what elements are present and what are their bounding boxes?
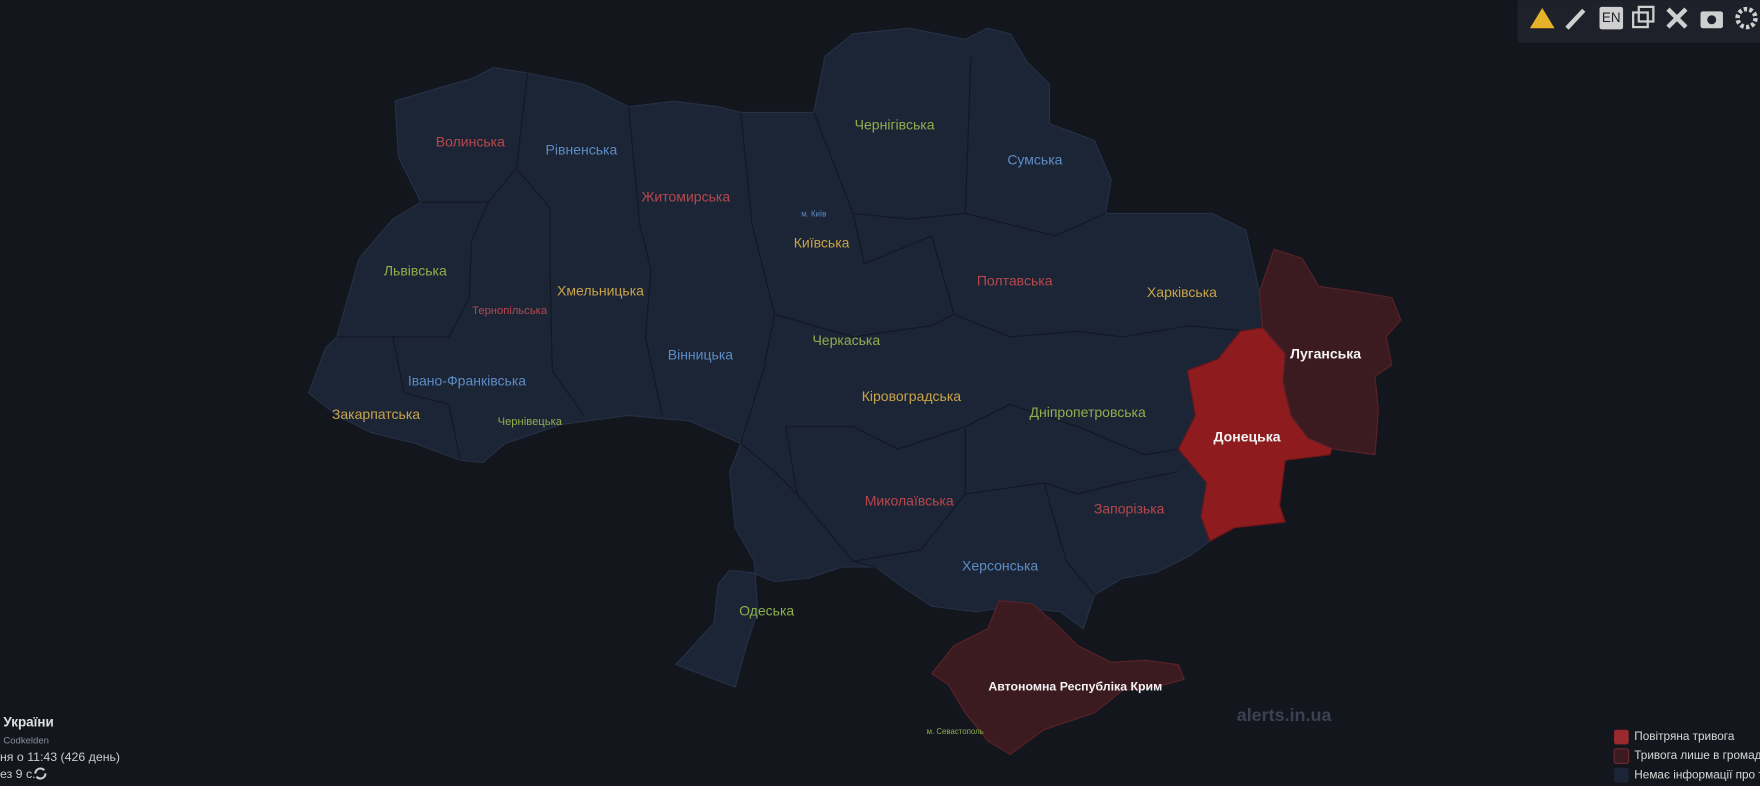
region-borders <box>336 56 1246 596</box>
region-label[interactable]: Львівська <box>384 262 447 278</box>
footer-started: ня о 11:43 (426 день) <box>0 750 120 764</box>
city-label[interactable]: м. Севастополь <box>927 727 984 736</box>
alerts-button[interactable] <box>1529 8 1555 29</box>
legend-swatch <box>1614 767 1629 783</box>
region-label[interactable]: Закарпатська <box>332 406 420 422</box>
region-label[interactable]: Черкаська <box>812 332 880 348</box>
region-label[interactable]: Харківська <box>1147 284 1217 300</box>
language-button[interactable] <box>1599 6 1624 30</box>
region-luhanska <box>1258 248 1402 456</box>
region-label[interactable]: Миколаївська <box>865 493 954 509</box>
region-label[interactable]: Кіровоградська <box>862 388 962 404</box>
region-label[interactable]: Дніпропетровська <box>1030 404 1146 420</box>
legend-swatch <box>1613 748 1630 764</box>
region-label[interactable]: Запорізька <box>1094 500 1165 516</box>
region-label[interactable]: Вінницька <box>668 347 734 363</box>
region-labels: Волинська Рівненська Житомирська Чернігі… <box>332 117 1361 736</box>
region-label[interactable]: Луганська <box>1290 346 1361 362</box>
region-label[interactable]: Полтавська <box>977 273 1053 289</box>
region-crimea <box>930 600 1185 756</box>
region-label[interactable]: Хмельницька <box>557 283 644 299</box>
region-label[interactable]: Рівненська <box>546 141 618 157</box>
footer: України Codkelden ня о 11:43 (426 день) … <box>0 715 120 781</box>
windows-button[interactable] <box>1632 11 1649 29</box>
footer-refresh: ез 9 с. <box>0 767 36 781</box>
footer-title: України <box>3 715 53 730</box>
region-label[interactable]: Автономна Республіка Крим <box>988 679 1162 693</box>
refresh-button[interactable] <box>34 767 47 780</box>
legend-label: Повітряна тривога <box>1634 730 1735 743</box>
region-label[interactable]: Чернігівська <box>855 117 935 133</box>
legend-label: Тривога лише в громад <box>1634 749 1760 762</box>
settings-button[interactable] <box>1735 6 1758 30</box>
footer-author[interactable]: Codkelden <box>3 735 49 746</box>
watermark: alerts.in.ua <box>1237 705 1333 725</box>
legend-swatch <box>1614 729 1629 745</box>
region-label[interactable]: Сумська <box>1007 151 1062 167</box>
camera-lens <box>1707 15 1717 25</box>
fullscreen-button[interactable] <box>1666 7 1688 29</box>
region-label[interactable]: Одеська <box>739 603 794 619</box>
region-label[interactable]: Херсонська <box>962 558 1038 574</box>
edit-button[interactable] <box>1565 8 1586 30</box>
region-label[interactable]: Київська <box>794 234 850 250</box>
legend-label: Немає інформації про т <box>1634 768 1760 781</box>
legend: Повітряна тривога Тривога лише в громад … <box>1613 729 1760 783</box>
language-label[interactable]: EN <box>1602 10 1621 25</box>
region-label[interactable]: Житомирська <box>641 188 730 204</box>
region-label[interactable]: Тернопільська <box>472 305 548 317</box>
region-label[interactable]: Волинська <box>436 133 505 149</box>
region-label[interactable]: Івано-Франківська <box>408 372 526 388</box>
city-label[interactable]: м. Київ <box>801 210 826 219</box>
region-label[interactable]: Донецька <box>1214 429 1281 445</box>
region-label[interactable]: Чернівецька <box>498 416 563 428</box>
windows-button-back <box>1637 5 1655 23</box>
toolbar: EN <box>1517 0 1760 43</box>
